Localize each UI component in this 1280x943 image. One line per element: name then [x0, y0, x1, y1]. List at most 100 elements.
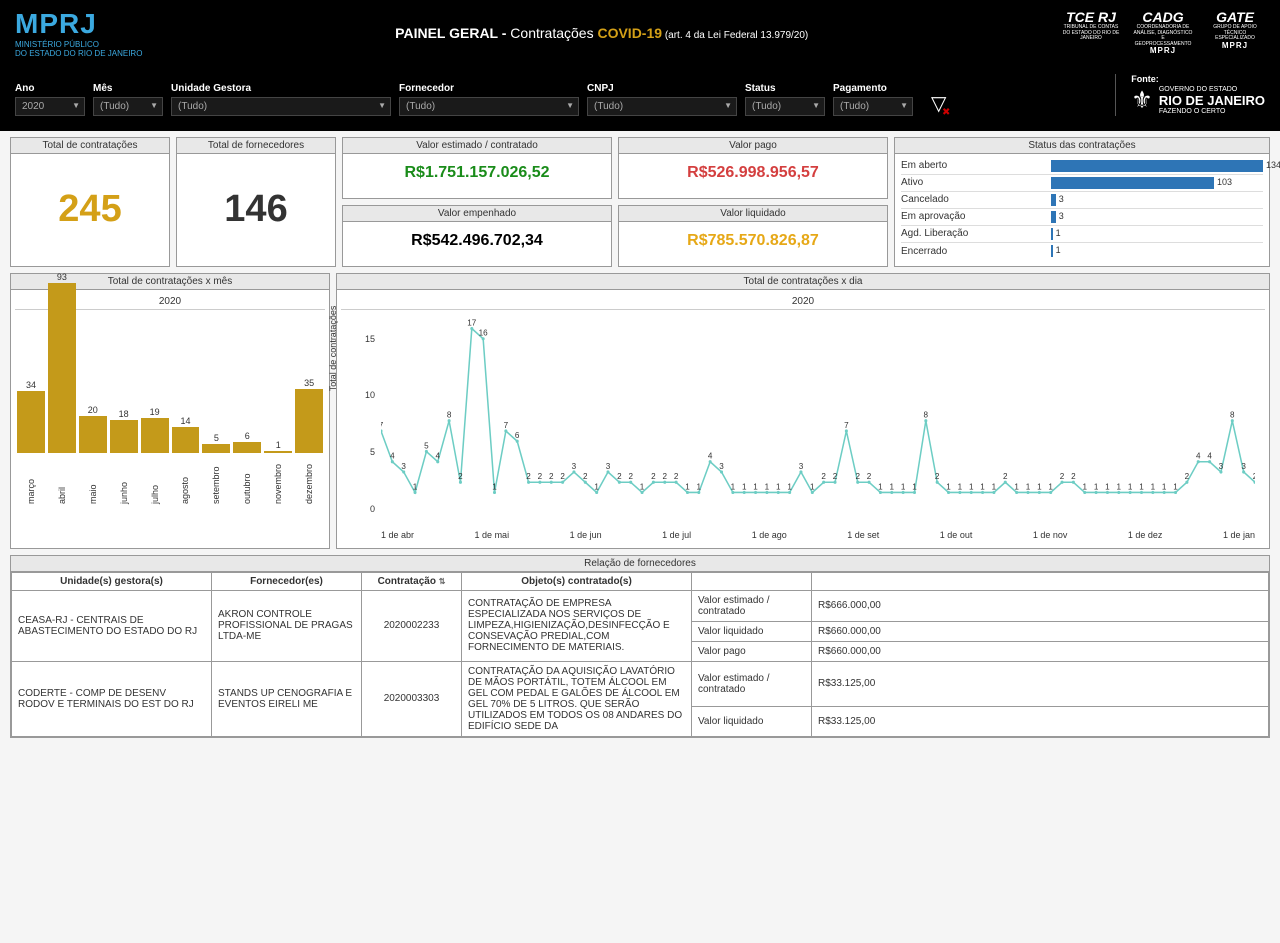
svg-text:2: 2 — [1185, 472, 1190, 481]
header: MPRJ MINISTÉRIO PÚBLICO DO ESTADO DO RIO… — [0, 0, 1280, 66]
svg-text:1: 1 — [969, 482, 974, 491]
month-bar[interactable]: 34março — [17, 380, 45, 504]
svg-text:4: 4 — [1207, 451, 1212, 460]
kpi-fornecedores-value: 146 — [177, 154, 335, 266]
month-bar[interactable]: 14agosto — [172, 416, 200, 504]
filter-mes[interactable]: (Tudo) — [93, 97, 163, 116]
suppliers-table: Relação de fornecedores Unidade(s) gesto… — [10, 555, 1270, 738]
logo-sub2: DO ESTADO DO RIO DE JANEIRO — [15, 49, 142, 58]
table-header[interactable]: Objeto(s) contratado(s) — [462, 572, 692, 590]
filter-cnpj-label: CNPJ — [587, 83, 737, 94]
logo-text: MPRJ — [15, 8, 97, 39]
svg-text:1: 1 — [1037, 482, 1042, 491]
partner-logo: CADGCOORDENADORIA DE ANÁLISE, DIAGNÓSTIC… — [1133, 10, 1193, 56]
month-bar[interactable]: 18junho — [110, 409, 138, 504]
svg-text:1: 1 — [1094, 482, 1099, 491]
kpi-pago: Valor pago R$526.998.956,57 — [618, 137, 888, 199]
table-row[interactable]: CODERTE - COMP DE DESENV RODOV E TERMINA… — [12, 661, 1269, 707]
svg-text:2: 2 — [1060, 472, 1065, 481]
svg-text:2: 2 — [821, 472, 826, 481]
status-row[interactable]: Agd. Liberação1 — [901, 226, 1263, 243]
svg-text:1: 1 — [1151, 482, 1156, 491]
kpi-contratacoes-value: 245 — [11, 154, 169, 266]
filter-pagamento-label: Pagamento — [833, 83, 913, 94]
logo-mprj: MPRJ MINISTÉRIO PÚBLICO DO ESTADO DO RIO… — [15, 8, 142, 58]
filter-mes-label: Mês — [93, 83, 163, 94]
svg-text:2: 2 — [1071, 472, 1076, 481]
status-row[interactable]: Cancelado3 — [901, 192, 1263, 209]
logo-sub1: MINISTÉRIO PÚBLICO — [15, 40, 142, 49]
month-bar[interactable]: 1novembro — [264, 440, 292, 504]
kpi-fornecedores: Total de fornecedores 146 — [176, 137, 336, 267]
svg-text:8: 8 — [1230, 410, 1235, 419]
svg-text:1: 1 — [1173, 482, 1178, 491]
svg-text:7: 7 — [381, 420, 384, 429]
svg-text:1: 1 — [912, 482, 917, 491]
svg-text:1: 1 — [890, 482, 895, 491]
svg-text:1: 1 — [1014, 482, 1019, 491]
table-header[interactable]: Contratação ⇅ — [362, 572, 462, 590]
svg-text:5: 5 — [424, 441, 429, 450]
svg-text:17: 17 — [467, 318, 476, 327]
kpi-empenhado: Valor empenhado R$542.496.702,34 — [342, 205, 612, 267]
svg-text:1: 1 — [787, 482, 792, 491]
svg-text:3: 3 — [719, 461, 724, 470]
svg-text:3: 3 — [572, 461, 577, 470]
filter-status[interactable]: (Tudo) — [745, 97, 825, 116]
kpi-estimado: Valor estimado / contratado R$1.751.157.… — [342, 137, 612, 199]
status-row[interactable]: Encerrado1 — [901, 243, 1263, 260]
svg-text:1: 1 — [413, 482, 418, 491]
month-bar[interactable]: 35dezembro — [295, 378, 323, 504]
filter-unidade[interactable]: (Tudo) — [171, 97, 391, 116]
svg-text:2: 2 — [1003, 472, 1008, 481]
kpi-contratacoes: Total de contratações 245 — [10, 137, 170, 267]
svg-text:8: 8 — [447, 410, 452, 419]
filter-ano[interactable]: 2020 — [15, 97, 85, 116]
filter-pagamento[interactable]: (Tudo) — [833, 97, 913, 116]
svg-text:2: 2 — [549, 472, 554, 481]
svg-text:2: 2 — [526, 472, 531, 481]
table-row[interactable]: CEASA-RJ - CENTRAIS DE ABASTECIMENTO DO … — [12, 590, 1269, 621]
partner-logo: TCE RJTRIBUNAL DE CONTAS DO ESTADO DO RI… — [1061, 10, 1121, 42]
clear-filters-icon[interactable]: ▽✖ — [931, 91, 946, 116]
svg-text:1: 1 — [878, 482, 883, 491]
svg-text:1: 1 — [753, 482, 758, 491]
filter-fornecedor[interactable]: (Tudo) — [399, 97, 579, 116]
svg-text:2: 2 — [651, 472, 656, 481]
svg-text:2: 2 — [560, 472, 565, 481]
month-bar[interactable]: 93abril — [48, 272, 76, 504]
svg-text:4: 4 — [708, 451, 713, 460]
table-header[interactable]: Fornecedor(es) — [212, 572, 362, 590]
svg-text:1: 1 — [594, 482, 599, 491]
svg-text:1: 1 — [1162, 482, 1167, 491]
filter-cnpj[interactable]: (Tudo) — [587, 97, 737, 116]
status-row[interactable]: Ativo103 — [901, 175, 1263, 192]
filter-ano-label: Ano — [15, 83, 85, 94]
svg-text:2: 2 — [617, 472, 622, 481]
svg-text:2: 2 — [833, 472, 838, 481]
svg-text:3: 3 — [1241, 461, 1246, 470]
svg-text:7: 7 — [504, 420, 509, 429]
month-bar[interactable]: 6outubro — [233, 431, 261, 504]
status-row[interactable]: Em aprovação3 — [901, 209, 1263, 226]
day-chart: Total de contratações x dia 2020 Total d… — [336, 273, 1270, 549]
svg-text:1: 1 — [1026, 482, 1031, 491]
svg-text:2: 2 — [628, 472, 633, 481]
month-bar[interactable]: 5setembro — [202, 433, 230, 504]
svg-text:7: 7 — [844, 420, 849, 429]
svg-text:1: 1 — [1048, 482, 1053, 491]
table-header[interactable]: Unidade(s) gestora(s) — [12, 572, 212, 590]
svg-text:3: 3 — [799, 461, 804, 470]
svg-text:1: 1 — [776, 482, 781, 491]
status-row[interactable]: Em aberto134 — [901, 158, 1263, 175]
svg-text:4: 4 — [390, 451, 395, 460]
month-bar[interactable]: 20maio — [79, 405, 107, 504]
svg-text:1: 1 — [731, 482, 736, 491]
svg-text:4: 4 — [1196, 451, 1201, 460]
svg-text:1: 1 — [765, 482, 770, 491]
svg-text:1: 1 — [1082, 482, 1087, 491]
svg-text:2: 2 — [867, 472, 872, 481]
svg-text:2: 2 — [1253, 472, 1255, 481]
month-bar[interactable]: 19julho — [141, 407, 169, 504]
rj-emblem-icon: ⚜ — [1131, 86, 1153, 115]
